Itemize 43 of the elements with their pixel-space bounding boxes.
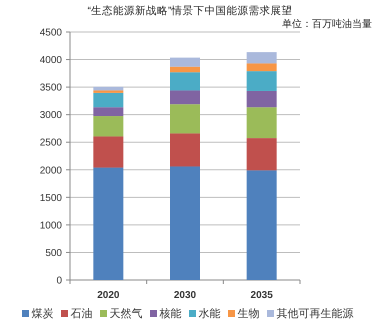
legend-label: 生物 (238, 308, 260, 320)
legend-label: 核能 (160, 308, 182, 320)
y-tick-label: 3500 (40, 82, 62, 94)
bar (246, 138, 277, 170)
bar (93, 136, 124, 168)
bar (170, 66, 200, 72)
bar (93, 116, 124, 136)
legend-label: 水能 (198, 308, 220, 320)
bar (246, 71, 277, 91)
y-tick-label: 0 (56, 276, 62, 286)
bar (170, 72, 200, 90)
bar (170, 58, 200, 67)
legend-label: 煤炭 (32, 308, 54, 320)
y-tick-label: 500 (45, 248, 62, 259)
bar (93, 168, 124, 280)
y-tick-label: 1500 (40, 192, 62, 204)
bar (170, 166, 200, 280)
y-tick-label: 2000 (40, 165, 62, 176)
bar (246, 107, 277, 138)
bar (93, 90, 124, 93)
y-tick-label: 1000 (40, 220, 62, 232)
bar (93, 86, 124, 90)
bar (93, 92, 124, 108)
bar (170, 90, 200, 104)
legend-label: 天然气 (110, 308, 142, 320)
legend-label: 石油 (70, 308, 92, 320)
bar (93, 107, 124, 116)
legend-label: 其他可再生能源 (276, 308, 354, 320)
text: 单位：百万吨油当量 (282, 18, 372, 30)
x-tick-label: 2020 (97, 290, 120, 301)
y-tick-label: 4500 (40, 28, 62, 38)
bar (246, 90, 277, 108)
x-tick-label: 2035 (250, 290, 274, 301)
y-tick-label: 2500 (40, 138, 62, 149)
bar (246, 170, 277, 280)
y-tick-label: 3000 (40, 110, 62, 122)
bar (170, 104, 200, 134)
bar (246, 63, 277, 72)
y-tick-label: 4000 (40, 55, 62, 66)
bar (246, 52, 277, 64)
x-tick-label: 2030 (174, 290, 197, 301)
chart-title: “生态能源新战略”情景下中国能源需求展望 (88, 4, 292, 17)
bar (170, 133, 200, 166)
